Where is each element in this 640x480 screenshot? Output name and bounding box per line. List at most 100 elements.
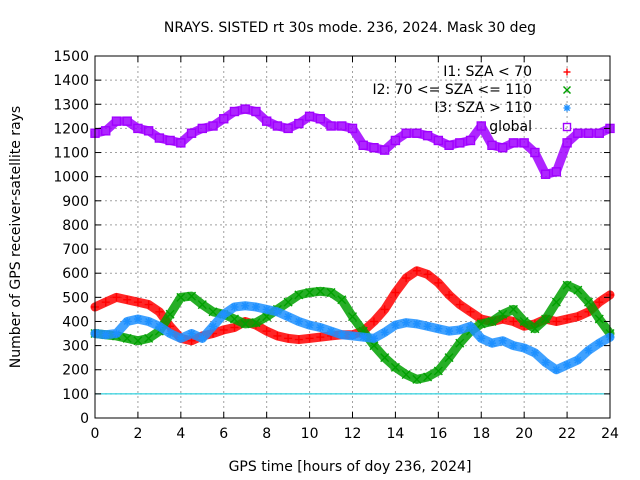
data-point [241,301,250,310]
data-point [380,353,390,363]
data-point [122,333,132,343]
y-tick-label: 300 [62,339,89,355]
data-point [540,169,551,179]
data-point [229,106,240,117]
data-point [423,372,433,382]
data-point [155,322,164,331]
y-tick-label: 700 [62,242,89,258]
data-point [294,290,304,300]
data-point [273,331,282,340]
data-point [434,278,443,287]
data-point [466,307,475,316]
x-tick-label: 24 [601,426,619,442]
y-tick-label: 1300 [53,97,89,113]
data-point [112,293,121,302]
data-point [391,321,400,330]
x-tick-label: 4 [176,426,185,442]
data-point [219,114,229,124]
data-point [508,138,519,148]
data-point [541,314,551,324]
legend-marker [562,122,572,132]
data-point [155,307,164,316]
data-point [101,330,110,339]
data-point [219,325,228,334]
y-tick-label: 900 [62,194,89,210]
data-point [337,121,347,131]
y-tick-label: 0 [80,411,89,427]
legend-label-i3: I3: SZA > 110 [434,100,532,116]
data-point [412,128,422,138]
data-point [530,348,539,357]
y-tick-label: 1400 [53,73,89,89]
data-point [166,329,175,338]
legend-marker [563,86,571,94]
data-point [283,123,293,134]
data-point [541,358,550,367]
data-point [563,360,572,369]
data-point [337,295,347,305]
data-point [498,143,508,153]
data-point [477,334,486,343]
data-point [348,331,357,340]
x-tick-label: 20 [515,426,533,442]
data-point [552,317,561,326]
data-point [165,309,175,319]
data-point [101,298,110,307]
data-point [240,104,250,114]
data-point [133,315,142,324]
data-point [519,138,529,148]
x-tick-label: 6 [219,426,228,442]
data-point [230,302,239,311]
data-point [123,295,132,304]
data-point [327,327,336,336]
data-point [133,298,142,307]
x-axis-title: GPS time [hours of doy 236, 2024] [229,459,472,475]
data-point [445,290,454,299]
data-point [251,302,260,311]
data-point [197,123,207,134]
data-point [369,143,379,153]
data-point [337,330,346,339]
data-point [402,318,411,327]
data-point [455,325,464,334]
data-point [133,336,143,346]
data-point [176,334,185,343]
data-point [176,138,186,148]
data-point [476,319,486,329]
data-point [445,327,454,336]
data-point [262,327,271,336]
legend-marker [563,104,571,112]
data-point [316,323,325,332]
data-point [369,317,378,326]
y-tick-label: 600 [62,266,89,282]
data-point [251,106,261,117]
series-band [90,104,615,179]
data-point [305,288,315,298]
data-point [326,288,336,298]
data-point [487,316,497,326]
data-point [594,314,604,324]
data-point [358,140,368,150]
data-point [316,333,325,342]
legend-label-i2: I2: 70 <= SZA <= 110 [372,82,532,98]
data-point [122,116,132,126]
data-point [584,297,594,307]
data-point [187,291,197,301]
data-point [187,329,196,338]
data-point [305,321,314,330]
data-point [584,346,593,355]
data-point [455,138,465,148]
data-point [294,317,303,326]
data-point [284,312,293,321]
series-3 [90,301,615,375]
x-tick-label: 14 [387,426,405,442]
x-tick-label: 22 [558,426,576,442]
data-point [487,140,497,150]
x-tick-label: 0 [91,426,100,442]
data-point [433,135,444,146]
data-point [412,266,421,275]
data-point [379,145,390,155]
x-tick-label: 18 [472,426,490,442]
data-point [444,353,454,363]
data-point [433,366,443,376]
